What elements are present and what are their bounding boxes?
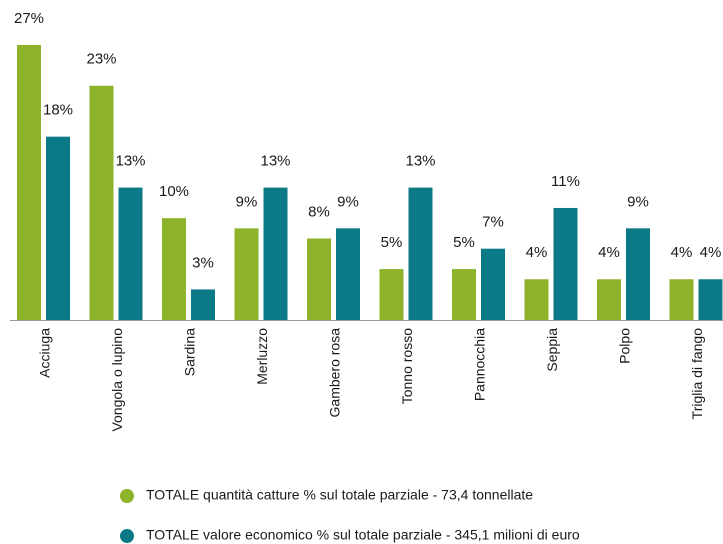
value-label: 4% — [526, 244, 548, 261]
bar — [46, 136, 70, 320]
value-label: 9% — [627, 193, 649, 210]
bar — [698, 279, 723, 320]
value-label: 9% — [236, 193, 258, 210]
value-label: 18% — [43, 102, 73, 119]
x-tick-label: Vongola o lupino — [109, 328, 125, 432]
legend-marker — [120, 489, 134, 503]
value-label: 4% — [671, 244, 693, 261]
value-label: 13% — [115, 153, 145, 170]
bar — [307, 238, 331, 320]
x-tick-label: Merluzzo — [254, 328, 270, 385]
value-label: 4% — [598, 244, 620, 261]
value-label: 8% — [308, 203, 330, 220]
value-label: 5% — [381, 234, 403, 251]
bar — [553, 207, 578, 320]
x-tick-label: Sardina — [182, 328, 198, 376]
bar — [89, 85, 114, 320]
bar — [263, 187, 288, 320]
bar — [481, 248, 505, 320]
bar — [408, 187, 433, 320]
bar — [118, 187, 143, 320]
value-label: 13% — [405, 153, 435, 170]
x-tick-label: Tonno rosso — [399, 328, 415, 404]
bar — [191, 289, 215, 320]
x-tick-label: Seppia — [544, 328, 560, 372]
legend-label: TOTALE valore economico % sul totale par… — [146, 527, 580, 543]
value-label: 3% — [192, 254, 214, 271]
bar — [17, 45, 41, 320]
legend-marker — [120, 529, 134, 543]
bar — [234, 228, 259, 320]
value-label: 5% — [453, 234, 475, 251]
x-tick-label: Acciuga — [37, 328, 53, 378]
x-tick-label: Gambero rosa — [327, 328, 343, 418]
value-label: 23% — [86, 51, 116, 68]
legend-label: TOTALE quantità catture % sul totale par… — [146, 487, 533, 503]
value-label: 7% — [482, 214, 504, 231]
value-label: 13% — [260, 153, 290, 170]
value-label: 11% — [551, 173, 580, 190]
bar — [524, 279, 549, 320]
x-tick-label: Triglia di fango — [689, 328, 705, 420]
value-label: 4% — [700, 244, 722, 261]
bar — [626, 228, 650, 320]
bar — [379, 269, 404, 320]
bar — [336, 228, 360, 320]
bar — [162, 218, 186, 320]
value-label: 10% — [159, 183, 189, 200]
value-label: 9% — [337, 193, 359, 210]
bar — [452, 269, 476, 320]
value-label: 27% — [14, 10, 44, 27]
x-tick-label: Pannocchia — [472, 328, 488, 401]
bar — [669, 279, 694, 320]
bar — [597, 279, 621, 320]
x-tick-label: Polpo — [617, 328, 633, 364]
